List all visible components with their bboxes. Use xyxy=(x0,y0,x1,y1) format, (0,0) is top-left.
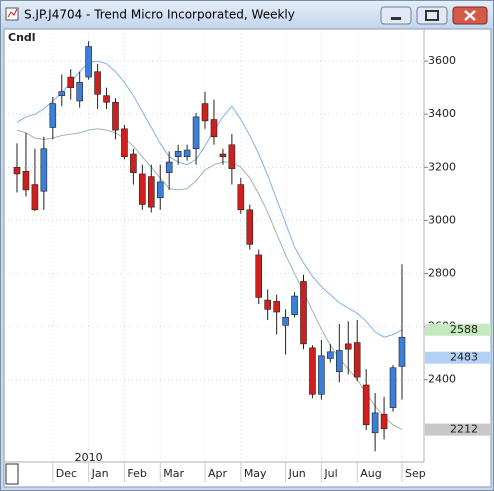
candle-body xyxy=(353,342,361,378)
x-tick-label: Apr xyxy=(208,467,228,480)
price-marker xyxy=(425,423,491,436)
x-tick-label: Feb xyxy=(127,467,146,480)
candle-body xyxy=(40,148,48,192)
candle-body xyxy=(300,281,307,345)
candle-body xyxy=(327,351,334,359)
candle-body xyxy=(156,181,164,199)
chart-area xyxy=(3,28,492,488)
candle-body xyxy=(309,347,316,395)
candle-body xyxy=(183,149,191,157)
x-tick-label: May xyxy=(244,467,267,480)
study-label: Cndl xyxy=(8,31,36,44)
x-tick-label: Dec xyxy=(56,467,77,480)
y-tick-label: 3600 xyxy=(428,54,456,67)
candle-body xyxy=(389,367,397,408)
candle-body xyxy=(139,173,146,205)
candle-body xyxy=(291,295,298,315)
price-marker xyxy=(425,323,491,336)
maximize-button[interactable] xyxy=(416,6,448,25)
x-tick-label: Aug xyxy=(360,467,381,480)
x-tick-label: Jul xyxy=(323,467,337,480)
candle-body xyxy=(121,128,128,157)
window-icon xyxy=(5,7,19,21)
candle-body xyxy=(49,103,57,128)
candle-body xyxy=(94,71,101,95)
candle-body xyxy=(192,116,200,150)
candle-body xyxy=(210,119,218,138)
candle-body xyxy=(76,82,83,102)
x-tick-label: Jan xyxy=(91,467,109,480)
window-title: S.JP.J4704 - Trend Micro Incorporated, W… xyxy=(24,8,295,22)
candle-body xyxy=(67,76,75,88)
y-tick-label: 3000 xyxy=(428,213,456,226)
candle-body xyxy=(371,412,379,434)
candle-body xyxy=(219,153,227,157)
minimize-button[interactable] xyxy=(380,6,412,25)
candle-body xyxy=(318,355,325,395)
candle-body xyxy=(147,176,155,208)
candle-body xyxy=(344,343,352,350)
y-tick-label: 2400 xyxy=(428,373,456,386)
candle-body xyxy=(130,153,137,173)
candle-body xyxy=(58,91,66,96)
candle-body xyxy=(264,299,271,310)
candle-body xyxy=(228,144,236,169)
average-line xyxy=(16,60,403,338)
candle-body xyxy=(398,336,406,367)
x-tick-label: Jun xyxy=(288,467,306,480)
candle-body xyxy=(362,384,370,426)
close-button[interactable] xyxy=(452,6,488,25)
candle-body xyxy=(174,151,182,157)
candle-body xyxy=(246,209,254,245)
candle-body xyxy=(201,103,209,122)
candle-body xyxy=(103,95,110,103)
candle-body xyxy=(112,101,119,131)
price-marker-label: 2483 xyxy=(450,351,478,364)
y-tick-label: 3400 xyxy=(428,107,456,120)
x-tick-label: Mar xyxy=(163,467,184,480)
year-label: 2010 xyxy=(75,451,103,464)
scroll-box xyxy=(5,463,19,485)
candle-body xyxy=(85,46,92,78)
price-marker-label: 2588 xyxy=(450,323,478,336)
candle-body xyxy=(380,413,388,430)
candle-body xyxy=(255,254,263,298)
x-tick-label: Sep xyxy=(405,467,426,480)
candle-body xyxy=(273,301,280,313)
candle-body xyxy=(237,184,245,211)
candle-body xyxy=(336,350,343,373)
window-icon-glyph xyxy=(7,8,18,18)
price-marker xyxy=(425,351,491,364)
price-marker-label: 2212 xyxy=(450,423,478,436)
y-tick-label: 2800 xyxy=(428,267,456,280)
y-tick-label: 3200 xyxy=(428,160,456,173)
plot: 2400260028003000320034003600DecJanFebMar… xyxy=(4,29,491,482)
candle-body xyxy=(165,161,173,173)
candle-body xyxy=(13,167,21,175)
candle-body xyxy=(31,184,39,211)
candle-body xyxy=(282,317,289,326)
candle-body xyxy=(22,170,30,191)
